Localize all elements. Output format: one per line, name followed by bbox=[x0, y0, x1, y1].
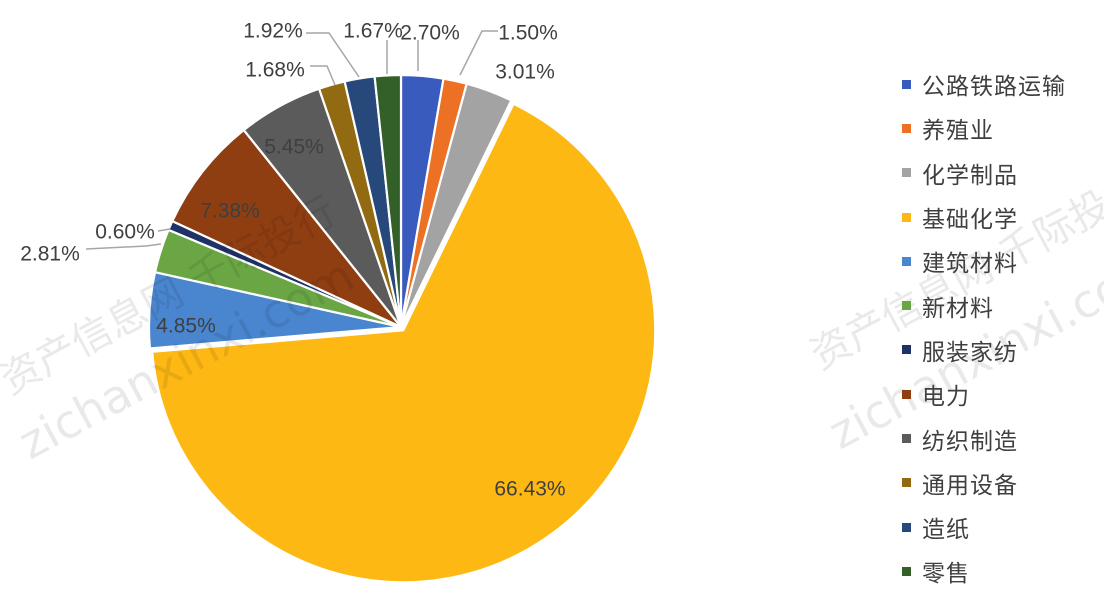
legend-item-12: 零售 bbox=[902, 549, 1066, 593]
legend-label: 化学制品 bbox=[922, 162, 1018, 189]
data-label-9: 5.45% bbox=[264, 136, 324, 159]
legend-swatch bbox=[902, 434, 911, 444]
pie-slice-4 bbox=[151, 102, 657, 584]
leader-lines bbox=[85, 30, 498, 250]
pie-slice-8 bbox=[171, 128, 403, 329]
legend-label: 电力 bbox=[922, 384, 970, 411]
legend-label: 纺织制造 bbox=[922, 428, 1018, 455]
leader-line-11 bbox=[306, 32, 360, 78]
legend-swatch bbox=[902, 256, 911, 266]
pie-slice-12 bbox=[373, 73, 403, 329]
legend-swatch bbox=[902, 301, 911, 311]
leader-line-2 bbox=[459, 30, 498, 76]
legend-label: 通用设备 bbox=[922, 472, 1018, 499]
pie-slices bbox=[147, 73, 657, 584]
legend-item-6: 新材料 bbox=[902, 283, 1066, 327]
legend-item-8: 电力 bbox=[902, 372, 1066, 416]
legend-swatch bbox=[902, 212, 911, 222]
legend-label: 养殖业 bbox=[922, 118, 994, 145]
data-label-6: 2.81% bbox=[20, 243, 80, 266]
legend-swatch bbox=[902, 168, 911, 178]
data-label-2: 1.50% bbox=[498, 22, 558, 45]
legend-item-3: 化学制品 bbox=[902, 151, 1066, 195]
data-label-3: 3.01% bbox=[495, 61, 555, 84]
legend-label: 基础化学 bbox=[922, 207, 1018, 234]
legend-label: 新材料 bbox=[922, 295, 994, 322]
legend-swatch bbox=[902, 345, 911, 355]
legend-item-1: 公路铁路运输 bbox=[902, 62, 1066, 106]
legend-label: 零售 bbox=[922, 561, 970, 588]
legend-label: 建筑材料 bbox=[922, 251, 1018, 278]
data-label-5: 4.85% bbox=[156, 315, 216, 338]
pie-slice-3 bbox=[399, 82, 513, 329]
legend-item-2: 养殖业 bbox=[902, 106, 1066, 150]
legend-label: 服装家纺 bbox=[922, 339, 1018, 366]
data-labels: 2.70% 1.50% 3.01% 66.43% 4.85% 2.81% 0.60% 7.38… bbox=[20, 20, 565, 501]
data-label-1: 2.70% bbox=[400, 22, 460, 45]
data-label-4: 66.43% bbox=[494, 478, 565, 501]
legend-item-10: 通用设备 bbox=[902, 461, 1066, 505]
legend-swatch bbox=[902, 79, 911, 89]
leader-line-6 bbox=[85, 243, 162, 250]
data-label-10: 1.68% bbox=[245, 59, 305, 82]
data-label-7: 0.60% bbox=[95, 221, 155, 244]
leader-line-10 bbox=[310, 65, 336, 86]
legend-item-9: 纺织制造 bbox=[902, 416, 1066, 460]
legend-swatch bbox=[902, 123, 911, 133]
legend-item-5: 建筑材料 bbox=[902, 239, 1066, 283]
legend-swatch bbox=[902, 566, 911, 576]
legend-swatch bbox=[902, 478, 911, 488]
leader-line-7 bbox=[157, 228, 171, 232]
legend-label: 造纸 bbox=[922, 517, 970, 544]
legend-item-11: 造纸 bbox=[902, 505, 1066, 549]
legend-label: 公路铁路运输 bbox=[922, 74, 1066, 101]
legend-item-7: 服装家纺 bbox=[902, 328, 1066, 372]
data-label-8: 7.38% bbox=[200, 200, 260, 223]
data-label-11: 1.92% bbox=[243, 20, 303, 43]
legend-swatch bbox=[902, 522, 911, 532]
legend-swatch bbox=[902, 389, 911, 399]
data-label-12: 1.67% bbox=[343, 20, 403, 43]
legend: 公路铁路运输 养殖业化学制品基础化学建筑材料新材料服装家纺电力纺织制造通用设备造纸… bbox=[902, 62, 1066, 594]
legend-item-4: 基础化学 bbox=[902, 195, 1066, 239]
